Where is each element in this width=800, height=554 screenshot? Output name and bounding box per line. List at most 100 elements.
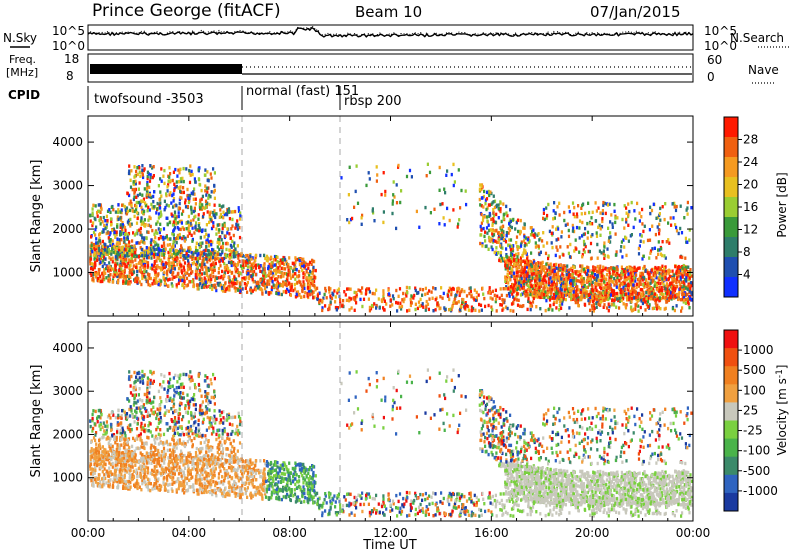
- power-cell: [600, 251, 603, 255]
- power-cell: [112, 245, 115, 249]
- power-cell: [137, 261, 140, 265]
- power-cell: [591, 280, 594, 285]
- power-cell: [135, 254, 139, 258]
- power-cell: [166, 269, 169, 274]
- power-cell: [470, 295, 473, 299]
- power-cell: [176, 226, 179, 230]
- power-cell: [337, 287, 341, 291]
- power-cell: [614, 268, 617, 272]
- power-cell: [581, 252, 584, 257]
- power-cell: [495, 228, 498, 233]
- power-cell: [103, 223, 106, 228]
- power-cell: [126, 246, 129, 250]
- power-cell: [124, 263, 127, 267]
- power-cell: [583, 242, 586, 246]
- power-cell: [207, 268, 210, 273]
- power-cell: [304, 290, 307, 295]
- power-cell: [310, 262, 313, 266]
- power-cell: [615, 282, 618, 286]
- power-cell: [512, 290, 515, 294]
- power-cell: [322, 296, 325, 300]
- power-cell: [288, 256, 291, 260]
- power-cell: [595, 269, 598, 274]
- power-cell: [189, 255, 192, 259]
- power-cell: [536, 295, 539, 299]
- power-cell: [663, 284, 666, 288]
- power-cell: [135, 263, 138, 267]
- power-cell: [500, 228, 503, 232]
- power-cell: [553, 269, 556, 273]
- power-cell: [228, 210, 231, 214]
- power-cell: [447, 289, 451, 293]
- power-cell: [108, 239, 111, 243]
- power-cell: [382, 289, 385, 293]
- power-cell: [187, 246, 190, 250]
- power-cell: [95, 275, 98, 279]
- power-cell: [572, 287, 575, 291]
- power-cell: [355, 301, 358, 305]
- power-cell: [536, 262, 539, 266]
- power-cell: [195, 283, 198, 287]
- power-cell: [659, 307, 662, 311]
- power-cell: [131, 267, 134, 272]
- power-cell: [174, 213, 177, 217]
- power-cell: [588, 282, 591, 286]
- power-cell: [212, 274, 215, 279]
- power-cell: [152, 253, 155, 257]
- power-cell: [226, 242, 229, 246]
- power-cell: [605, 277, 608, 282]
- power-cell: [138, 170, 141, 174]
- power-cell: [509, 245, 512, 249]
- power-cell: [653, 297, 656, 301]
- power-cell: [241, 263, 244, 267]
- power-cell: [336, 288, 339, 293]
- power-cell: [111, 247, 114, 251]
- power-cell: [89, 262, 92, 266]
- power-cell: [401, 298, 404, 302]
- power-cell: [574, 291, 578, 295]
- power-cell: [137, 254, 141, 259]
- power-cell: [98, 257, 101, 261]
- power-cell: [635, 297, 638, 302]
- power-cell: [180, 263, 183, 267]
- power-cell: [611, 272, 614, 276]
- power-cell: [178, 219, 181, 224]
- power-cell: [334, 295, 337, 299]
- power-cell: [205, 266, 208, 270]
- power-cell: [171, 266, 175, 271]
- power-cell: [625, 278, 628, 282]
- power-cell: [508, 222, 511, 226]
- power-cell: [482, 194, 485, 199]
- power-cell: [146, 183, 149, 187]
- power-cell: [613, 269, 616, 273]
- freq-label: Freq.: [9, 53, 36, 66]
- power-cell: [105, 266, 108, 271]
- power-cell: [389, 298, 392, 302]
- power-cell: [311, 272, 314, 276]
- power-cell: [480, 204, 483, 208]
- power-cell: [398, 287, 402, 291]
- power-cell: [94, 263, 97, 267]
- power-cell: [201, 267, 204, 272]
- power-cell: [204, 265, 207, 269]
- power-cell: [559, 245, 562, 249]
- power-cell: [239, 289, 242, 293]
- power-cell: [276, 260, 279, 264]
- power-cell: [478, 302, 481, 307]
- power-cell: [525, 289, 528, 293]
- power-cell: [133, 191, 136, 195]
- power-cell: [505, 285, 508, 289]
- power-cell: [473, 298, 476, 302]
- power-cell: [519, 262, 522, 266]
- power-cell: [157, 227, 160, 231]
- power-cell: [198, 226, 201, 230]
- power-cell: [126, 233, 130, 237]
- power-cell: [658, 268, 662, 272]
- power-cell: [167, 183, 170, 187]
- power-cell: [616, 295, 619, 299]
- power-cell: [621, 293, 624, 297]
- power-cell: [622, 302, 625, 306]
- power-cell: [193, 231, 196, 235]
- power-cell: [550, 292, 553, 296]
- power-cell: [135, 169, 138, 174]
